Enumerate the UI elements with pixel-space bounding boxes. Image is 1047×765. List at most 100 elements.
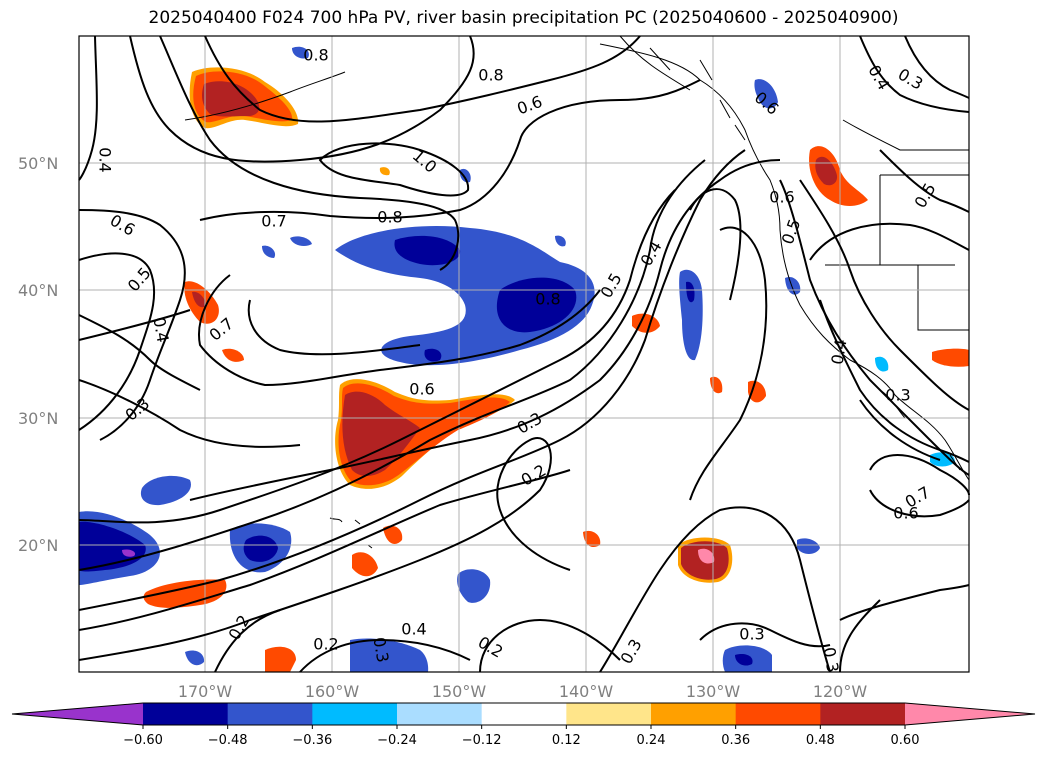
pv-contour — [779, 179, 970, 476]
contour-label: 0.8 — [478, 66, 503, 85]
pv-contour — [799, 179, 970, 411]
contour-label: 0.8 — [535, 290, 560, 309]
pv-contour — [819, 299, 970, 463]
contour-label: 0.8 — [377, 208, 402, 227]
pv-contour — [839, 584, 970, 621]
contour-label: 0.8 — [303, 46, 328, 65]
pv-contour — [78, 309, 191, 341]
neg-core — [394, 235, 461, 266]
neg-region — [262, 245, 276, 258]
colorbar-segment — [651, 703, 737, 725]
pv-contour — [599, 506, 831, 673]
contour-label: 0.3 — [739, 625, 764, 644]
neg-core — [243, 535, 278, 562]
colorbar-tick-label: 0.60 — [891, 733, 920, 748]
pv-contour — [204, 35, 641, 123]
colorbar-segment — [227, 703, 313, 725]
pv-contour — [129, 35, 475, 163]
lon-label: 130°W — [686, 682, 741, 701]
pv-contour — [78, 35, 98, 181]
pv-contour — [689, 226, 768, 501]
pv-contour — [299, 638, 471, 673]
colorbar-tick-label: −0.36 — [292, 733, 332, 748]
contour-label: 0.6 — [893, 504, 918, 523]
pv-contours — [78, 35, 970, 673]
lon-label: 160°W — [305, 682, 360, 701]
pos-region — [265, 646, 296, 672]
pos-core — [342, 391, 420, 476]
lat-label: 30°N — [18, 409, 58, 428]
neg-region — [459, 168, 471, 183]
contour-label: 0.4 — [827, 338, 850, 366]
pos-region — [748, 380, 766, 403]
contour-label: 0.7 — [261, 212, 286, 231]
pv-contour — [78, 437, 571, 661]
pos-core — [815, 156, 838, 186]
coastlines — [184, 35, 970, 549]
contour-label: 0.3 — [819, 646, 842, 674]
lat-label: 20°N — [18, 536, 58, 555]
lon-label: 120°W — [813, 682, 868, 701]
pv-contour — [869, 489, 970, 518]
pv-contour — [78, 314, 201, 391]
pv-contour — [809, 222, 970, 261]
neg-region — [290, 236, 312, 246]
aleutian-chain — [184, 71, 346, 121]
contour-label: 0.4 — [96, 147, 115, 172]
contour-label: 0.6 — [409, 380, 434, 399]
neg-core — [735, 654, 753, 666]
colorbar-segment — [735, 703, 821, 725]
pv-contour — [247, 299, 421, 356]
map-title: 2025040400 F024 700 hPa PV, river basin … — [148, 8, 899, 28]
pos-region — [143, 579, 227, 608]
pv-contour — [199, 79, 701, 221]
pos-core — [202, 81, 260, 117]
pv-contour — [689, 188, 742, 301]
pos-region — [352, 552, 378, 577]
pv-contour — [479, 618, 621, 673]
neg-core — [496, 277, 577, 333]
colorbar-segment — [143, 703, 229, 725]
neg-region — [754, 79, 778, 109]
pv-contour — [904, 35, 970, 99]
pv-contour — [78, 189, 676, 524]
lon-label: 150°W — [432, 682, 487, 701]
colorbar-tick-label: 0.48 — [806, 733, 835, 748]
pv-contour — [159, 35, 460, 271]
lon-label: 170°W — [178, 682, 233, 701]
pos-peak — [698, 548, 715, 564]
neg-region — [555, 235, 566, 247]
colorbar-tick-label: 0.36 — [721, 733, 750, 748]
neg-region — [140, 475, 191, 506]
pv-contour — [78, 209, 186, 441]
neg-peak — [122, 549, 136, 557]
colorbar-segment — [397, 703, 483, 725]
contour-label: 0.2 — [313, 635, 338, 654]
lon-label: 140°W — [559, 682, 614, 701]
pv-contour — [214, 609, 281, 673]
pv-contour — [78, 252, 156, 431]
map-frame — [78, 35, 970, 673]
coastline — [599, 43, 970, 481]
pos-core — [192, 291, 206, 308]
pv-contour — [198, 274, 601, 387]
contour-label: 0.3 — [369, 636, 392, 664]
pos-region — [932, 348, 969, 367]
colorbar-extend-min — [12, 703, 143, 725]
pv-contour — [78, 159, 706, 571]
colorbar-tick-label: −0.60 — [123, 733, 163, 748]
contour-label: 0.6 — [769, 188, 794, 207]
pv-contour — [859, 35, 970, 113]
neg-region — [679, 269, 703, 361]
pv-contour — [869, 454, 970, 496]
colorbar-extend-max — [905, 703, 1035, 725]
latitude-labels: 50°N 40°N 30°N 20°N — [18, 154, 58, 555]
coastline-islands — [619, 35, 746, 141]
contour-label: 0.4 — [401, 620, 426, 639]
longitude-labels: 170°W 160°W 150°W 140°W 130°W 120°W — [178, 682, 868, 701]
pv-contour — [699, 622, 831, 648]
colorbar-segment — [566, 703, 652, 725]
neg-region — [292, 46, 309, 59]
neg-region — [875, 356, 889, 372]
pos-region — [583, 530, 601, 548]
